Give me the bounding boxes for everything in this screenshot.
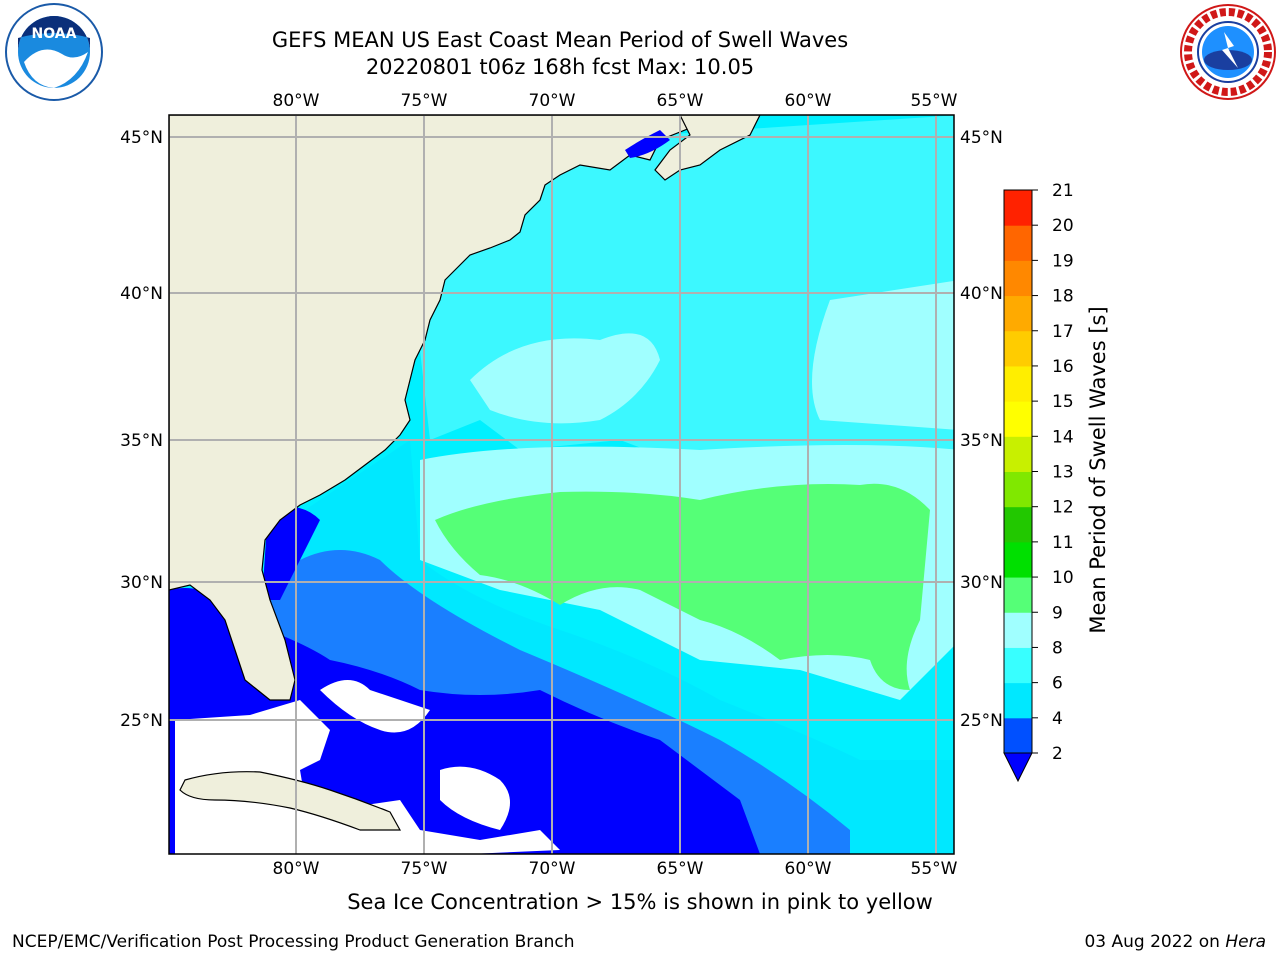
lat-label: 40°N bbox=[960, 284, 1003, 304]
colorbar-bin bbox=[1004, 612, 1032, 648]
lon-label: 70°W bbox=[529, 859, 576, 879]
lat-label: 35°N bbox=[960, 431, 1003, 451]
map-frame bbox=[168, 114, 955, 855]
colorbar-tick-label: 6 bbox=[1052, 674, 1063, 694]
colorbar-bin bbox=[1004, 647, 1032, 684]
lat-label: 45°N bbox=[960, 128, 1003, 148]
nws-logo bbox=[1180, 4, 1276, 100]
lat-labels-left: 45°N 40°N 35°N 30°N 25°N bbox=[120, 128, 163, 731]
colorbar-tick-label: 18 bbox=[1052, 287, 1074, 307]
lat-label: 35°N bbox=[120, 431, 163, 451]
lon-labels-bottom: 80°W 75°W 70°W 65°W 60°W 55°W bbox=[273, 859, 958, 879]
lon-labels-top: 80°W 75°W 70°W 65°W 60°W 55°W bbox=[273, 91, 958, 111]
colorbar-tick-label: 9 bbox=[1052, 603, 1063, 623]
land-north-america bbox=[169, 115, 701, 701]
colorbar: 2 4 6 8 9 10 11 12 13 14 15 16 17 18 19 20 21 bbox=[1003, 181, 1074, 783]
chart-subtitle: 20220801 t06z 168h fcst Max: 10.05 bbox=[365, 55, 755, 79]
footer-date-host: 03 Aug 2022 on Hera bbox=[1084, 932, 1266, 952]
swell-field-below-2-coastal bbox=[262, 506, 320, 600]
lat-labels-right: 45°N 40°N 35°N 30°N 25°N bbox=[960, 128, 1003, 731]
map-plot-area bbox=[169, 115, 954, 854]
sea-ice-note: Sea Ice Concentration > 15% is shown in … bbox=[347, 890, 933, 914]
colorbar-label: Mean Period of Swell Waves [s] bbox=[1086, 306, 1110, 633]
swell-field-8-9-north bbox=[470, 333, 660, 424]
lon-label: 80°W bbox=[273, 91, 320, 111]
lon-label: 75°W bbox=[401, 91, 448, 111]
colorbar-bin bbox=[1004, 506, 1032, 543]
lat-label: 30°N bbox=[960, 573, 1003, 593]
colorbar-tick-label: 13 bbox=[1052, 463, 1074, 483]
lon-label: 60°W bbox=[785, 91, 832, 111]
colorbar-tick-label: 21 bbox=[1052, 181, 1074, 201]
colorbar-bin bbox=[1004, 190, 1032, 226]
colorbar-bin bbox=[1004, 365, 1032, 402]
lon-label: 65°W bbox=[657, 91, 704, 111]
lon-label: 60°W bbox=[785, 859, 832, 879]
svg-text:NOAA: NOAA bbox=[32, 26, 77, 42]
colorbar-bin bbox=[1004, 436, 1032, 472]
lat-label: 25°N bbox=[960, 711, 1003, 731]
colorbar-tick-label: 15 bbox=[1052, 392, 1074, 412]
lat-label: 45°N bbox=[120, 128, 163, 148]
lat-label: 40°N bbox=[120, 284, 163, 304]
colorbar-tick-label: 10 bbox=[1052, 568, 1074, 588]
lon-label: 55°W bbox=[911, 91, 958, 111]
colorbar-tick-label: 12 bbox=[1052, 498, 1074, 518]
colorbar-bin bbox=[1004, 330, 1032, 367]
footer-branch: NCEP/EMC/Verification Post Processing Pr… bbox=[12, 932, 575, 952]
colorbar-tick-label: 14 bbox=[1052, 427, 1074, 447]
swell-field-8-9-east bbox=[812, 280, 954, 430]
colorbar-bin bbox=[1004, 541, 1032, 578]
colorbar-bin bbox=[1004, 682, 1032, 719]
map-grid bbox=[169, 115, 954, 854]
footer-date: 03 Aug 2022 on bbox=[1084, 932, 1226, 952]
lon-label: 70°W bbox=[529, 91, 576, 111]
lon-label: 75°W bbox=[401, 859, 448, 879]
colorbar-bin bbox=[1004, 577, 1032, 613]
colorbar-bin bbox=[1004, 471, 1032, 508]
colorbar-tick-label: 2 bbox=[1052, 744, 1063, 764]
lat-label: 30°N bbox=[120, 573, 163, 593]
lat-label: 25°N bbox=[120, 711, 163, 731]
colorbar-tick-label: 20 bbox=[1052, 216, 1074, 236]
colorbar-tick-label: 11 bbox=[1052, 533, 1074, 553]
colorbar-underflow bbox=[1003, 752, 1033, 783]
chart-title: GEFS MEAN US East Coast Mean Period of S… bbox=[271, 28, 849, 52]
lon-label: 65°W bbox=[657, 859, 704, 879]
masked-area bbox=[175, 700, 560, 854]
colorbar-tick-label: 16 bbox=[1052, 357, 1074, 377]
colorbar-tick-label: 19 bbox=[1052, 251, 1074, 271]
colorbar-tick-label: 17 bbox=[1052, 322, 1074, 342]
land-cuba bbox=[179, 771, 402, 831]
masked-area-east bbox=[440, 766, 510, 830]
lon-label: 80°W bbox=[273, 859, 320, 879]
footer-host: Hera bbox=[1225, 932, 1266, 952]
colorbar-bin bbox=[1004, 295, 1032, 332]
colorbar-tick-label: 8 bbox=[1052, 638, 1063, 658]
colorbar-bin bbox=[1004, 401, 1032, 437]
colorbar-bin bbox=[1004, 260, 1032, 297]
noaa-logo: NOAA bbox=[5, 3, 103, 101]
lon-label: 55°W bbox=[911, 859, 958, 879]
colorbar-tick-label: 4 bbox=[1052, 709, 1063, 729]
colorbar-bin bbox=[1004, 717, 1032, 754]
colorbar-bin bbox=[1004, 225, 1032, 261]
swell-field-9-10 bbox=[435, 483, 930, 690]
